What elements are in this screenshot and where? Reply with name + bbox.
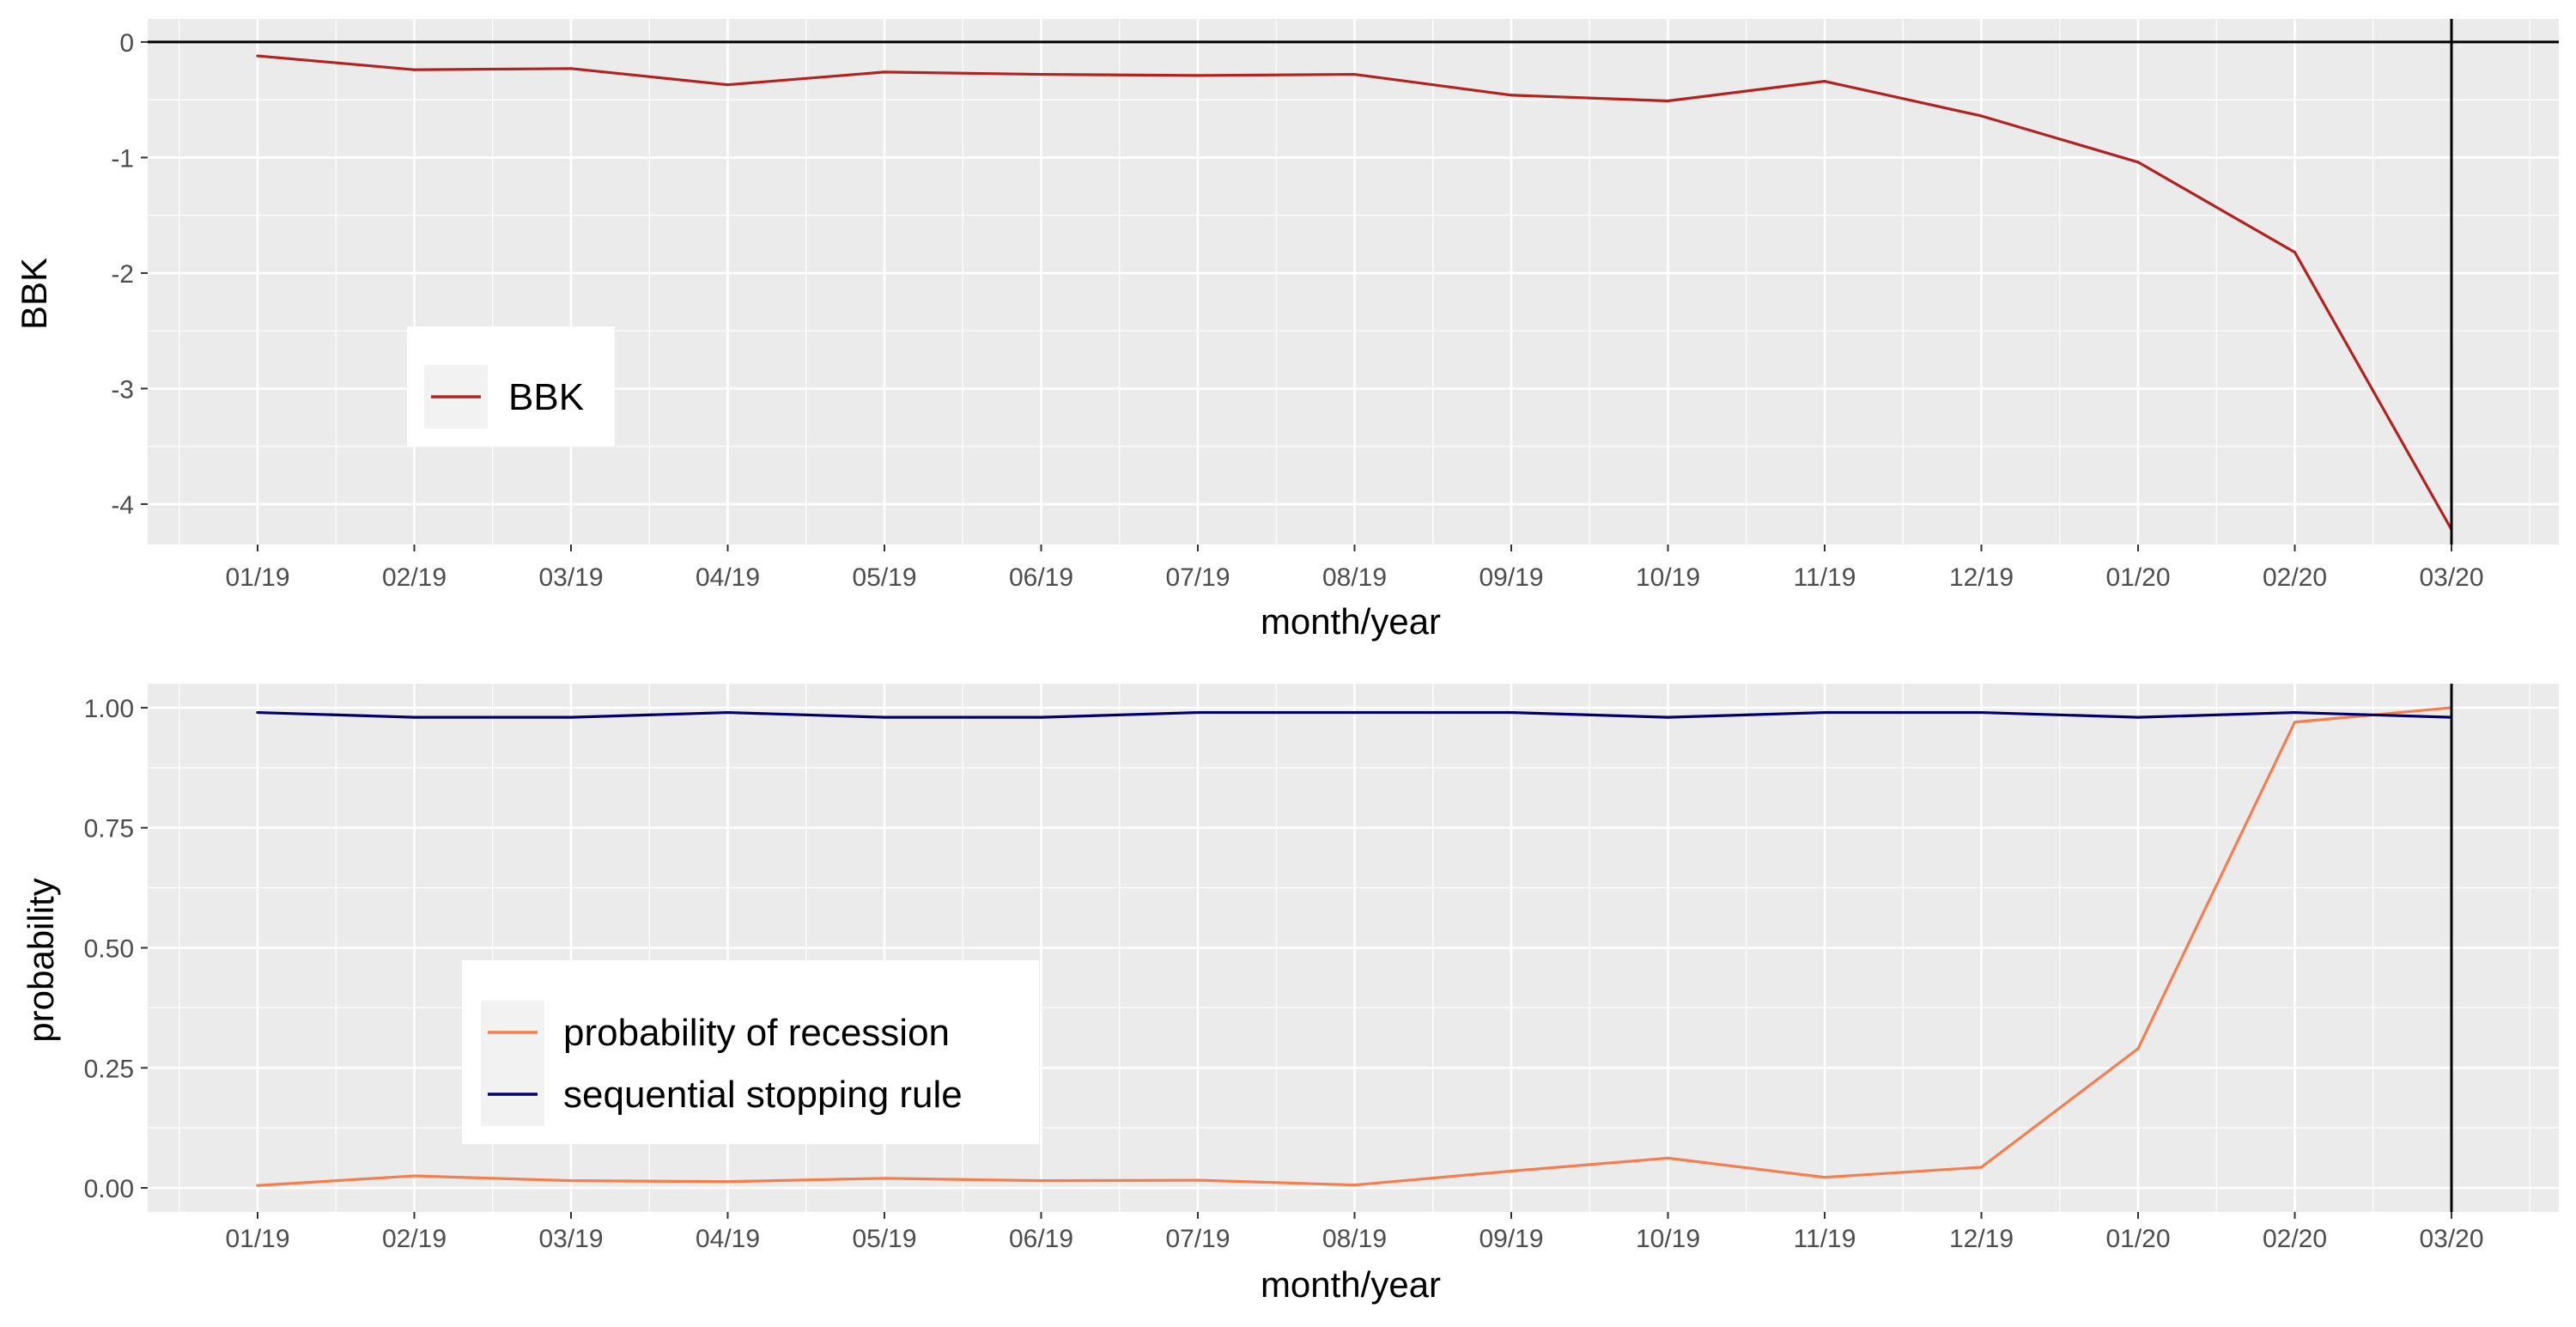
x-tick-label: 01/19: [225, 563, 289, 592]
data-point: [726, 710, 730, 715]
x-tick-label: 03/20: [2419, 1225, 2483, 1253]
x-tick-label: 02/20: [2263, 1225, 2327, 1253]
x-tick-label: 04/19: [696, 563, 760, 592]
data-point: [1823, 80, 1826, 83]
y-tick-label: 0.50: [84, 935, 134, 964]
data-point: [1352, 1184, 1357, 1187]
x-tick-label: 11/19: [1794, 563, 1856, 592]
x-tick-label: 08/19: [1322, 1225, 1387, 1253]
data-point: [2293, 251, 2297, 254]
y-tick-label: -3: [111, 375, 134, 404]
x-tick-label: 02/20: [2263, 563, 2327, 592]
x-tick-label: 03/19: [538, 563, 603, 592]
y-tick-label: 0.00: [84, 1175, 134, 1203]
y-tick-label: -1: [111, 144, 134, 173]
data-point: [256, 1184, 259, 1187]
data-point: [1039, 72, 1043, 76]
data-point: [1352, 710, 1357, 715]
data-point: [1666, 715, 1670, 719]
data-point: [2136, 161, 2140, 164]
x-tick-label: 12/19: [1949, 563, 2014, 592]
y-tick-label: 0.25: [84, 1055, 134, 1083]
x-axis-title: month/year: [1261, 601, 1441, 642]
data-point: [883, 1177, 886, 1180]
data-point: [1823, 710, 1826, 715]
x-tick-label: 04/19: [696, 1225, 760, 1253]
data-point: [1196, 1178, 1200, 1182]
x-tick-label: 02/19: [382, 563, 447, 592]
data-point: [256, 54, 259, 58]
data-point: [1510, 710, 1513, 715]
x-tick-label: 06/19: [1009, 1225, 1073, 1253]
x-tick-label: 12/19: [1949, 1225, 2014, 1253]
x-tick-label: 10/19: [1636, 1225, 1700, 1253]
data-point: [1666, 99, 1670, 103]
data-point: [1823, 1176, 1826, 1179]
y-tick-label: 0.75: [84, 815, 134, 843]
legend: BBK: [407, 326, 615, 447]
y-tick-label: -2: [111, 260, 134, 289]
data-point: [2136, 1047, 2140, 1050]
data-point: [883, 715, 886, 719]
legend-label: BBK: [508, 376, 584, 418]
y-tick-label: 0: [119, 29, 134, 58]
y-tick-label: 1.00: [84, 695, 134, 723]
data-point: [1979, 114, 1984, 118]
x-tick-label: 11/19: [1794, 1225, 1856, 1253]
data-point: [1666, 1156, 1670, 1160]
data-point: [1039, 715, 1043, 719]
data-point: [412, 1174, 416, 1178]
x-tick-label: 08/19: [1322, 563, 1387, 592]
legend-background: [462, 960, 1039, 1144]
x-tick-label: 05/19: [852, 563, 916, 592]
data-point: [1510, 94, 1513, 97]
data-point: [1352, 72, 1357, 76]
x-tick-label: 03/19: [538, 1225, 603, 1253]
data-point: [1979, 1166, 1984, 1169]
legend-label: probability of recession: [563, 1012, 950, 1054]
data-point: [1196, 710, 1200, 715]
bbk-panel: 0 -1 -2 -3 -4 01/19 02/19 03/19 04/19 05/19 06/19 0…: [14, 19, 2559, 642]
x-tick-label: 01/20: [2105, 1225, 2170, 1253]
legend: probability of recession sequential stopp…: [462, 960, 1039, 1144]
x-tick-label: 03/20: [2419, 563, 2483, 592]
data-point: [412, 68, 416, 71]
data-point: [2293, 721, 2297, 724]
x-axis-title: month/year: [1261, 1264, 1441, 1305]
x-tick-label: 10/19: [1636, 563, 1700, 592]
x-tick-label: 05/19: [852, 1225, 916, 1253]
x-tick-label: 02/19: [382, 1225, 447, 1253]
x-tick-label: 07/19: [1165, 1225, 1230, 1253]
data-point: [256, 710, 259, 715]
data-point: [2136, 715, 2140, 719]
data-point: [1510, 1169, 1513, 1173]
x-tick-label: 07/19: [1165, 563, 1230, 592]
data-point: [883, 70, 886, 74]
data-point: [412, 715, 416, 719]
panel-background: [148, 19, 2559, 545]
x-tick-label: 06/19: [1009, 563, 1073, 592]
data-point: [1039, 1179, 1043, 1183]
data-point: [1196, 74, 1200, 77]
data-point: [569, 715, 573, 719]
data-point: [569, 67, 573, 70]
y-axis-title: BBK: [14, 258, 54, 330]
x-tick-label: 09/19: [1479, 1225, 1543, 1253]
data-point: [569, 1179, 573, 1183]
x-tick-label: 01/19: [225, 1225, 289, 1253]
data-point: [726, 83, 730, 87]
y-axis-title: probability: [21, 878, 61, 1042]
data-point: [2293, 710, 2297, 715]
probability-panel: 0.00 0.25 0.50 0.75 1.00 01/19 02/19 03/19 04/19…: [21, 684, 2559, 1305]
data-point: [1979, 710, 1984, 715]
y-tick-label: -4: [111, 491, 134, 520]
x-tick-label: 09/19: [1479, 563, 1543, 592]
x-tick-label: 01/20: [2105, 563, 2170, 592]
legend-label: sequential stopping rule: [563, 1074, 963, 1116]
data-point: [726, 1180, 730, 1184]
